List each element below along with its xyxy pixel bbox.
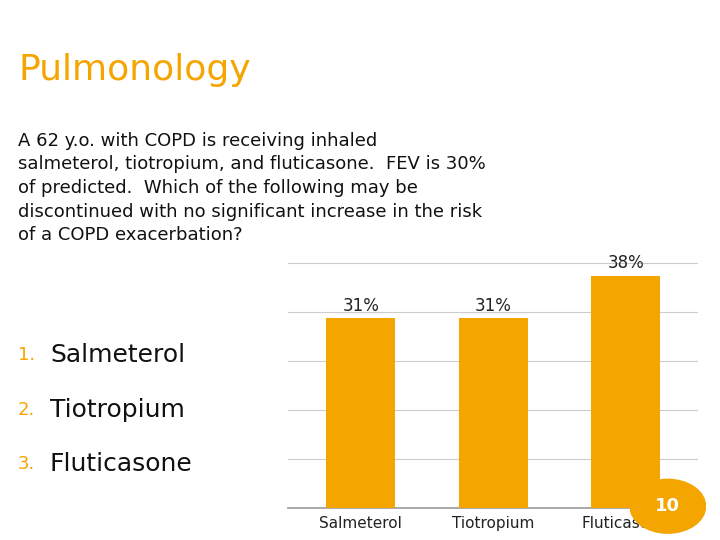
Text: 31%: 31% xyxy=(474,296,512,315)
Text: Fluticasone: Fluticasone xyxy=(50,453,193,476)
Text: 1.: 1. xyxy=(18,346,35,364)
Text: 2.: 2. xyxy=(18,401,35,418)
Text: Tiotropium: Tiotropium xyxy=(50,398,185,422)
Text: Salmeterol: Salmeterol xyxy=(50,343,185,367)
Text: 3.: 3. xyxy=(18,455,35,474)
Text: A 62 y.o. with COPD is receiving inhaled
salmeterol, tiotropium, and fluticasone: A 62 y.o. with COPD is receiving inhaled… xyxy=(18,132,486,244)
Bar xyxy=(326,319,395,508)
Text: Pulmonology: Pulmonology xyxy=(18,52,251,86)
Bar xyxy=(459,319,528,508)
Text: 10: 10 xyxy=(655,497,680,515)
Bar xyxy=(591,275,660,508)
Ellipse shape xyxy=(630,480,706,533)
Text: 31%: 31% xyxy=(343,296,379,315)
Text: 38%: 38% xyxy=(607,254,644,272)
